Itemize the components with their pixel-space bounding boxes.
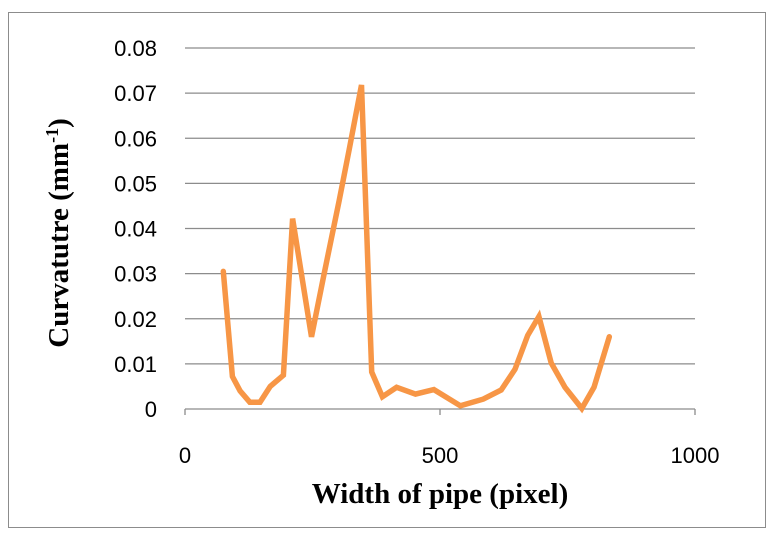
y-axis-title-close: ) <box>43 118 75 128</box>
chart-frame <box>8 12 766 528</box>
y-tick-label: 0.06 <box>114 126 157 151</box>
y-tick-label: 0.04 <box>114 217 157 242</box>
y-tick-label: 0.01 <box>114 352 157 377</box>
y-tick-label: 0.05 <box>114 171 157 196</box>
curvature-series-line <box>220 84 613 414</box>
series-layer <box>220 84 613 414</box>
y-tick-label: 0.02 <box>114 307 157 332</box>
y-tick-label: 0 <box>145 397 157 422</box>
y-axis-title-main: Curvatutre (mm <box>43 143 75 348</box>
x-tick-labels: 0 500 1000 <box>179 443 720 468</box>
y-tick-label: 0.07 <box>114 81 157 106</box>
y-tick-label: 0.08 <box>114 36 157 61</box>
x-axis-title: Width of pipe (pixel) <box>312 478 568 510</box>
x-tick-label: 0 <box>179 443 191 468</box>
x-tick-label: 1000 <box>671 443 720 468</box>
x-axis <box>184 408 696 415</box>
x-tick-label: 500 <box>422 443 459 468</box>
y-axis-title-superscript: -1 <box>42 128 62 143</box>
y-tick-label: 0.03 <box>114 262 157 287</box>
y-tick-labels: 0 0.01 0.02 0.03 0.04 0.05 0.06 0.07 0.08 <box>114 36 157 422</box>
y-axis-title: Curvatutre (mm-1) <box>42 118 75 348</box>
gridlines <box>185 47 695 365</box>
